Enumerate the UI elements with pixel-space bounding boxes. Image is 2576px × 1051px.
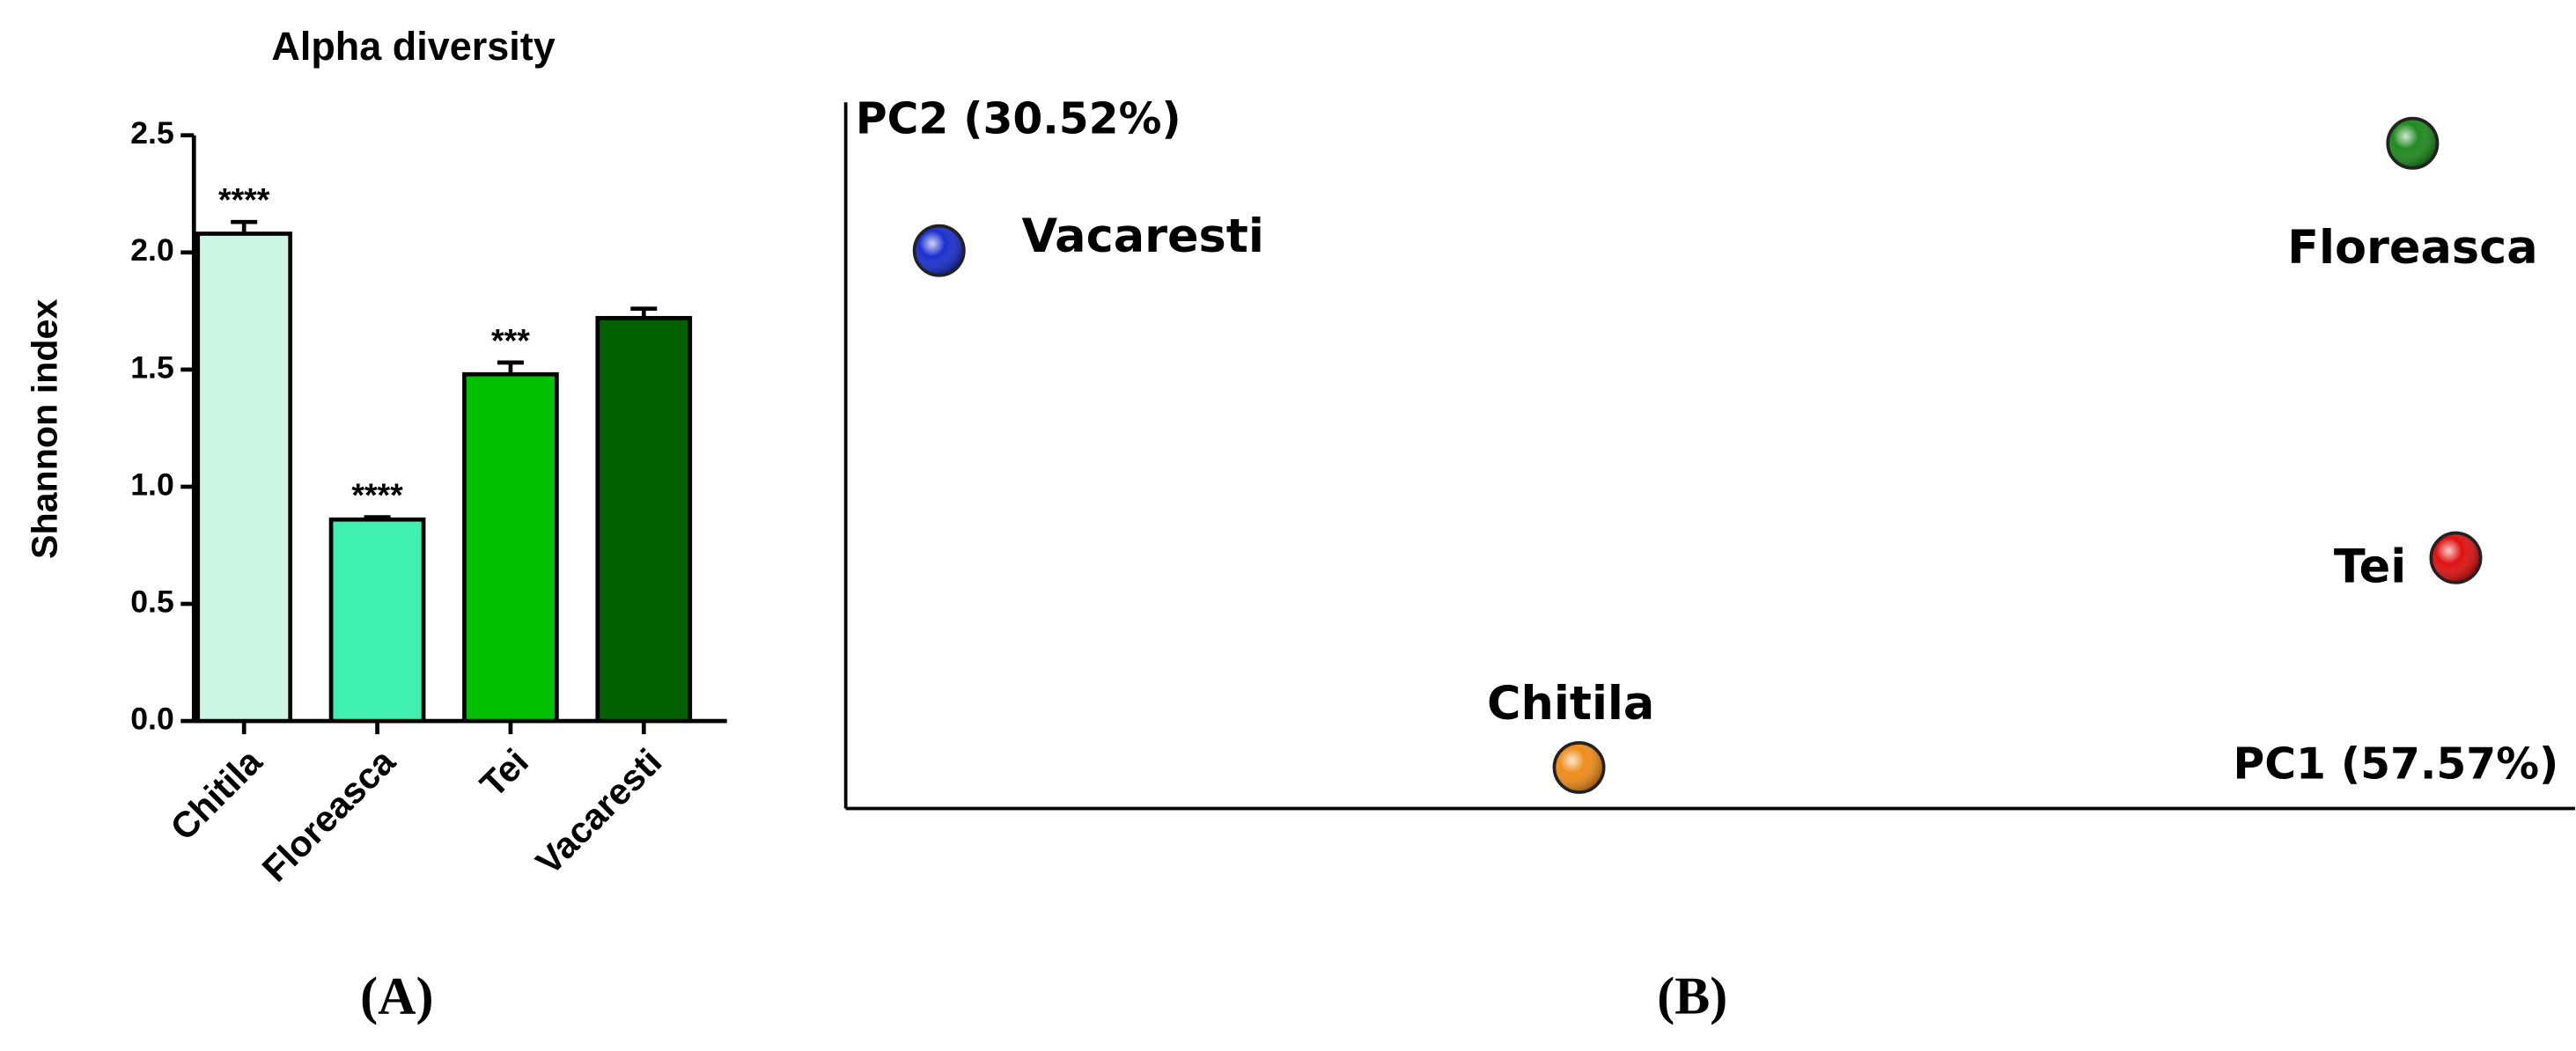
bar bbox=[328, 517, 426, 724]
x-tick-label: Floreasca bbox=[254, 740, 403, 889]
bar bbox=[462, 371, 559, 724]
point-shine bbox=[1556, 744, 1602, 791]
significance-label: *** bbox=[491, 321, 530, 358]
y-axis-label: PC2 (30.52%) bbox=[856, 95, 1181, 144]
point-label: Vacaresti bbox=[1021, 209, 1263, 263]
point-label: Floreasca bbox=[2287, 221, 2537, 275]
panel-label: (B) bbox=[1657, 967, 1727, 1025]
chart-title: Alpha diversity bbox=[271, 24, 555, 69]
y-tick-label: 2.0 bbox=[130, 232, 174, 268]
x-tick-label: Chitila bbox=[163, 740, 270, 848]
bar bbox=[595, 315, 693, 724]
point-shine bbox=[2389, 120, 2436, 166]
y-tick-label: 1.0 bbox=[130, 467, 174, 502]
x-tick-label: Tei bbox=[472, 741, 535, 805]
x-tick-label: Vacaresti bbox=[528, 741, 670, 883]
point-label: Tei bbox=[2334, 540, 2406, 593]
y-tick-label: 1.5 bbox=[130, 349, 174, 385]
significance-label: **** bbox=[218, 181, 270, 218]
x-axis-label: PC1 (57.57%) bbox=[2234, 740, 2559, 790]
y-axis-label: Shannon index bbox=[24, 299, 64, 559]
significance-label: **** bbox=[351, 476, 403, 513]
bar bbox=[195, 232, 293, 724]
y-tick-label: 0.0 bbox=[130, 702, 174, 737]
panel-label: (A) bbox=[360, 967, 433, 1025]
point-label: Chitila bbox=[1487, 677, 1654, 731]
y-tick-label: 2.5 bbox=[130, 115, 174, 151]
point-shine bbox=[2432, 534, 2479, 581]
point-shine bbox=[916, 227, 962, 274]
y-tick-label: 0.5 bbox=[130, 584, 174, 619]
